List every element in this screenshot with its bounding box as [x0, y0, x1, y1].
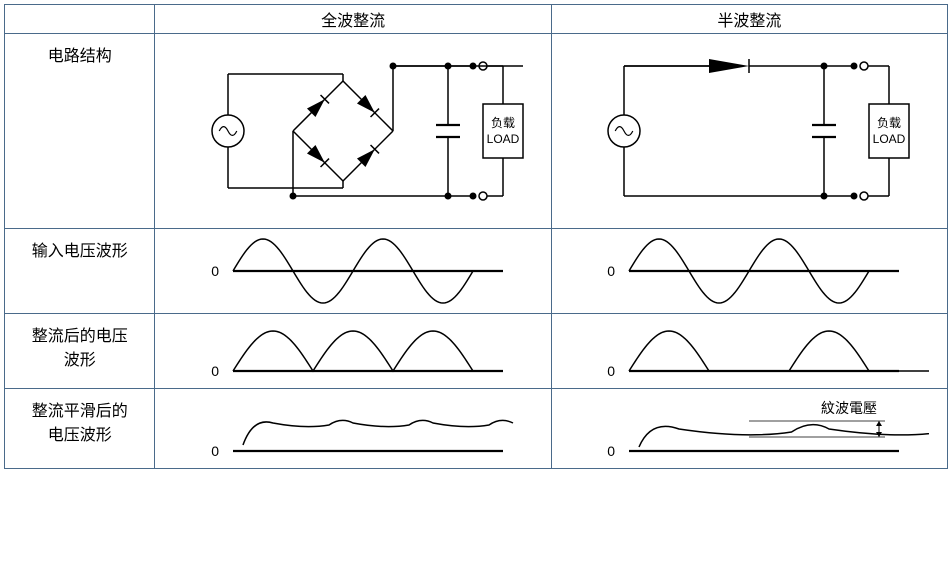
header-fullwave: 全波整流: [155, 5, 551, 34]
cell-halfwave-smoothed: 0 紋波電壓: [551, 389, 947, 469]
fullwave-input-wave: 0: [173, 231, 533, 311]
svg-text:0: 0: [608, 443, 616, 459]
svg-text:0: 0: [211, 363, 219, 379]
fullwave-smoothed-wave: 0: [173, 391, 533, 466]
svg-text:0: 0: [211, 443, 219, 459]
header-halfwave: 半波整流: [551, 5, 947, 34]
rowlabel-circuit: 电路结构: [5, 34, 155, 229]
svg-text:LOAD: LOAD: [487, 132, 520, 146]
cell-fullwave-smoothed: 0: [155, 389, 551, 469]
rectifier-comparison-table: 全波整流 半波整流 电路结构 负载 LOAD 负载 LOAD 输入电压波形 0 0 …: [4, 4, 948, 469]
rowlabel-input: 输入电压波形: [5, 229, 155, 314]
row-smoothed: 整流平滑后的电压波形 0 0 紋波電壓: [5, 389, 948, 469]
svg-text:0: 0: [211, 263, 219, 279]
halfwave-circuit-diagram: 负载 LOAD: [569, 36, 929, 226]
halfwave-rectified-wave: 0: [569, 316, 929, 386]
rowlabel-rectified: 整流后的电压波形: [5, 314, 155, 389]
rowlabel-smoothed: 整流平滑后的电压波形: [5, 389, 155, 469]
svg-text:0: 0: [608, 363, 616, 379]
halfwave-input-wave: 0: [569, 231, 929, 311]
cell-fullwave-input: 0: [155, 229, 551, 314]
rowlabel-smoothed-line1: 整流平滑后的电压波形: [32, 403, 128, 444]
cell-fullwave-circuit: 负载 LOAD: [155, 34, 551, 229]
halfwave-smoothed-wave: 0 紋波電壓: [569, 391, 929, 466]
svg-text:LOAD: LOAD: [873, 132, 906, 146]
rowlabel-rectified-line1: 整流后的电压波形: [32, 328, 128, 369]
cell-halfwave-input: 0: [551, 229, 947, 314]
svg-text:负载: 负载: [877, 116, 901, 130]
row-circuit: 电路结构 负载 LOAD 负载 LOAD: [5, 34, 948, 229]
row-input: 输入电压波形 0 0: [5, 229, 948, 314]
cell-halfwave-rectified: 0: [551, 314, 947, 389]
svg-text:负载: 负载: [491, 116, 515, 130]
svg-text:0: 0: [608, 263, 616, 279]
svg-text:紋波電壓: 紋波電壓: [821, 400, 877, 416]
cell-fullwave-rectified: 0: [155, 314, 551, 389]
fullwave-circuit-diagram: 负载 LOAD: [173, 36, 533, 226]
fullwave-rectified-wave: 0: [173, 316, 533, 386]
row-rectified: 整流后的电压波形 0 0: [5, 314, 948, 389]
header-row: 全波整流 半波整流: [5, 5, 948, 34]
header-blank: [5, 5, 155, 34]
cell-halfwave-circuit: 负载 LOAD: [551, 34, 947, 229]
